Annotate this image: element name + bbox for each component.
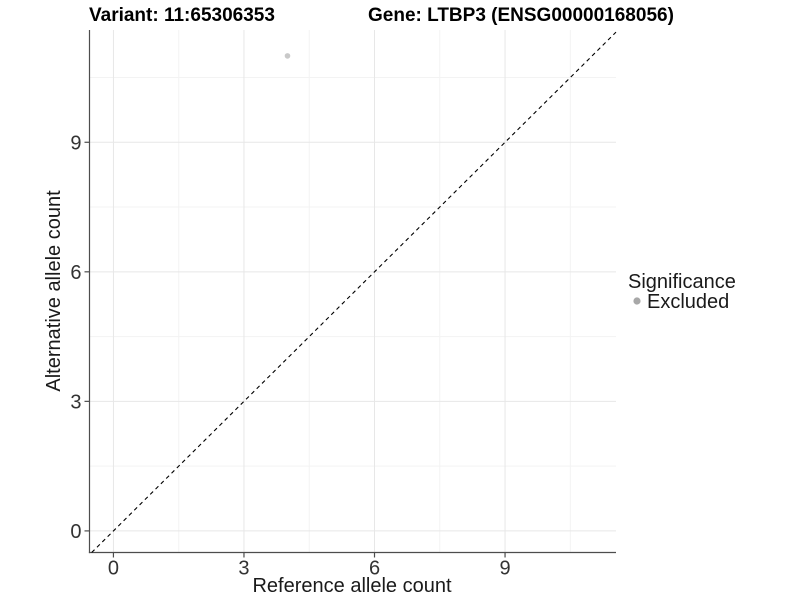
data-point <box>284 53 291 59</box>
x-tick-label: 6 <box>369 558 380 580</box>
legend: Significance Excluded <box>628 271 736 313</box>
y-tick-label: 9 <box>70 132 81 154</box>
x-tick-label: 3 <box>238 558 249 580</box>
x-axis-label: Reference allele count <box>252 575 451 597</box>
identity-line <box>91 31 617 553</box>
x-tick-label: 9 <box>499 558 510 580</box>
gridlines <box>89 30 616 553</box>
tick-labels: 0 3 6 9 0 3 6 9 <box>70 132 510 579</box>
identity-line-layer <box>91 31 617 553</box>
y-axis-label: Alternative allele count <box>43 190 65 392</box>
variant-title: Variant: 11:65306353 <box>89 5 275 26</box>
data-points-layer <box>284 53 291 59</box>
legend-entry-label: Excluded <box>647 291 729 313</box>
gene-title: Gene: LTBP3 (ENSG00000168056) <box>368 5 674 26</box>
x-tick-label: 0 <box>108 558 119 580</box>
y-tick-label: 3 <box>70 391 81 413</box>
y-tick-label: 0 <box>70 521 81 543</box>
axes <box>84 30 616 558</box>
y-tick-label: 6 <box>70 262 81 284</box>
legend-title: Significance <box>628 271 736 293</box>
legend-key-dot <box>633 297 641 305</box>
